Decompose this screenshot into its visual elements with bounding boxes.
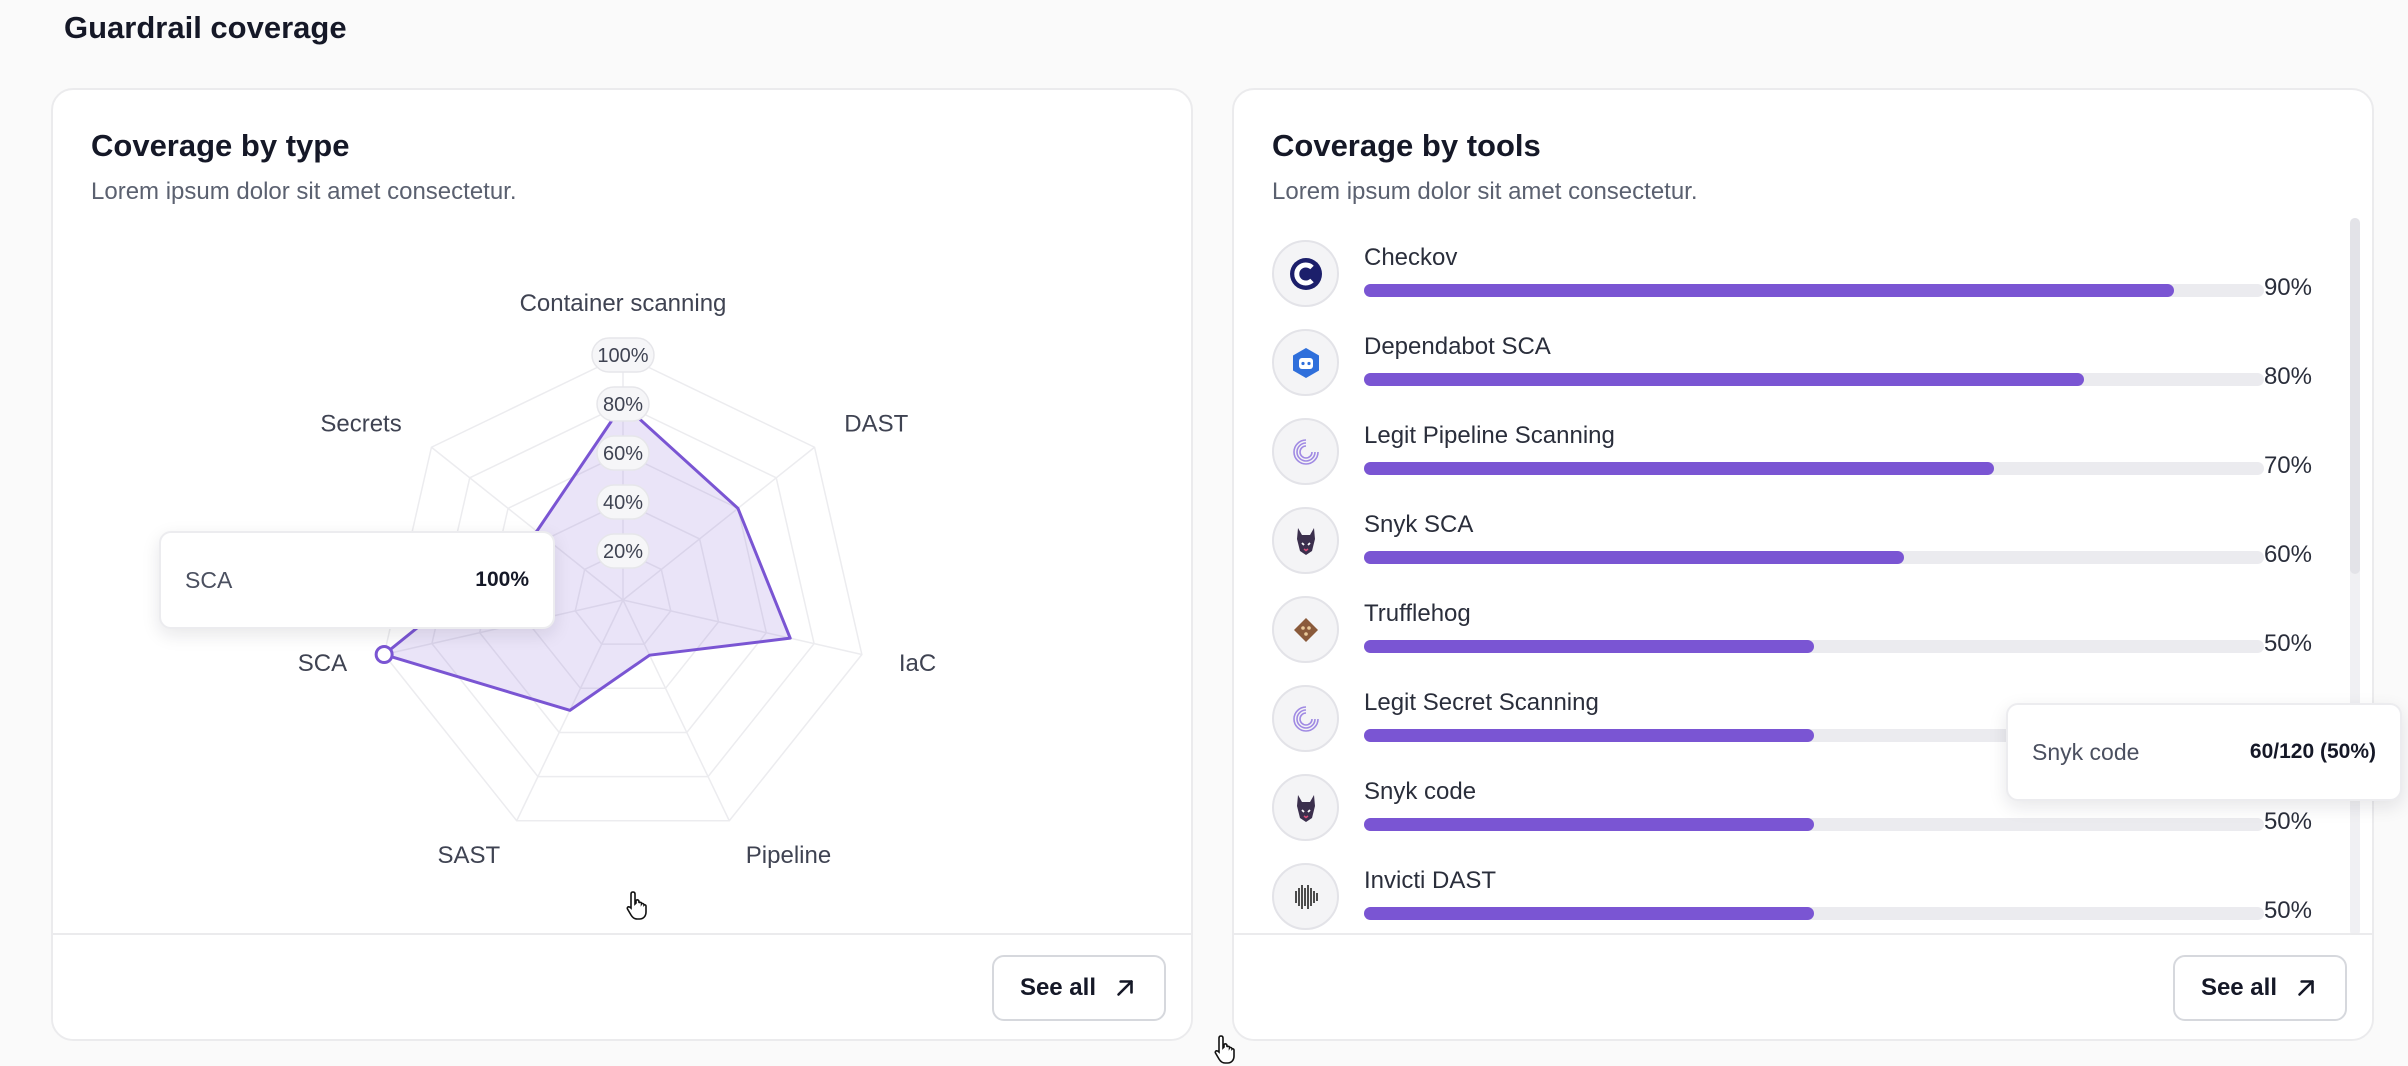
tool-percent: 70%	[2263, 452, 2312, 479]
tool-row[interactable]: Trufflehog 50%	[1272, 596, 2312, 685]
trufflehog-icon	[1272, 596, 1339, 663]
see-all-button[interactable]: See all	[991, 955, 1166, 1021]
radar-axis-label: SCA	[298, 650, 347, 677]
bar-tooltip: Snyk code 60/120 (50%)	[2006, 703, 2402, 801]
coverage-bar-track	[1364, 551, 2264, 564]
snyk-icon	[1272, 507, 1339, 574]
radar-tick-label: 60%	[603, 443, 643, 465]
radar-tick: 20%	[596, 533, 650, 569]
section-title: Guardrail coverage	[64, 10, 347, 45]
see-all-label: See all	[1019, 974, 1096, 1001]
scrollbar[interactable]	[2350, 218, 2360, 936]
tooltip-value: 60/120 (50%)	[2249, 740, 2376, 763]
card-title: Coverage by tools	[1272, 128, 1541, 163]
tool-name: Snyk SCA	[1364, 511, 1474, 538]
coverage-bar-fill[interactable]	[1364, 462, 1994, 475]
card-footer: See all	[53, 933, 1191, 1039]
radar-axis-label: DAST	[844, 411, 908, 438]
tool-percent: 90%	[2263, 274, 2312, 301]
card-footer: See all	[1234, 933, 2372, 1039]
coverage-bar-fill[interactable]	[1364, 284, 2174, 297]
radar-tick: 40%	[596, 484, 650, 520]
radar-tick-label: 20%	[603, 541, 643, 563]
tools-list[interactable]: Checkov 90% Dependabot SCA 80% Legit Pipelin…	[1272, 240, 2312, 930]
tool-row[interactable]: Dependabot SCA 80%	[1272, 329, 2312, 418]
coverage-bar-fill[interactable]	[1364, 373, 2084, 386]
tool-row[interactable]: Legit Pipeline Scanning 70%	[1272, 418, 2312, 507]
coverage-bar-track	[1364, 462, 2264, 475]
radar-point	[374, 645, 394, 665]
arrow-up-right-icon	[2298, 980, 2314, 996]
tooltip-label: Snyk code	[2032, 738, 2140, 765]
coverage-bar-fill[interactable]	[1364, 818, 1814, 831]
radar-tick: 80%	[596, 386, 650, 422]
coverage-bar-track	[1364, 373, 2264, 386]
coverage-bar-fill[interactable]	[1364, 640, 1814, 653]
legit-icon	[1272, 685, 1339, 752]
tool-percent: 50%	[2263, 630, 2312, 657]
radar-tick-label: 40%	[603, 492, 643, 514]
scrollbar-thumb[interactable]	[2350, 218, 2360, 574]
radar-grid-ring	[383, 354, 863, 822]
hand-cursor-icon	[1214, 1035, 1235, 1064]
radar-chart: 20% 40% 60% 80% 100% Container scanning DAST Ia…	[298, 290, 937, 869]
tool-name: Dependabot SCA	[1364, 333, 1551, 360]
radar-tick: 100%	[591, 337, 655, 373]
radar-grid-ring	[574, 550, 672, 645]
radar-grid-spoke	[622, 599, 863, 656]
radar-axis-label: Secrets	[320, 411, 401, 438]
tool-percent: 50%	[2263, 897, 2312, 924]
tool-row[interactable]: Snyk code 50%	[1272, 774, 2312, 863]
tool-percent: 80%	[2263, 363, 2312, 390]
card-title: Coverage by type	[91, 128, 350, 163]
tool-percent: 60%	[2263, 541, 2312, 568]
radar-grid-ring	[478, 452, 768, 734]
tool-name: Snyk code	[1364, 778, 1477, 805]
tool-name: Legit Secret Scanning	[1364, 689, 1599, 716]
tool-row[interactable]: Checkov 90%	[1272, 240, 2312, 329]
coverage-bar-fill[interactable]	[1364, 907, 1814, 920]
tooltip-label: SCA	[185, 566, 233, 593]
radar-tick-label: 80%	[603, 394, 643, 416]
radar-axis-label: IaC	[899, 650, 936, 677]
tool-name: Checkov	[1364, 244, 1458, 271]
radar-grid-spoke	[622, 599, 730, 822]
coverage-bar-track	[1364, 640, 2264, 653]
card-subtitle: Lorem ipsum dolor sit amet consectetur.	[1272, 178, 1698, 205]
snyk-icon	[1272, 774, 1339, 841]
hand-cursor-icon	[626, 891, 647, 920]
legit-icon	[1272, 418, 1339, 485]
coverage-bar-track	[1364, 284, 2264, 297]
radar-tick-label: 100%	[597, 345, 648, 367]
coverage-bar-track	[1364, 818, 2264, 831]
tool-row[interactable]: Invicti DAST 50%	[1272, 863, 2312, 930]
tool-name: Trufflehog	[1364, 600, 1471, 627]
card-subtitle: Lorem ipsum dolor sit amet consectetur.	[91, 178, 517, 205]
coverage-by-tools-card: Coverage by tools Lorem ipsum dolor sit …	[1232, 88, 2374, 1041]
coverage-bar-track	[1364, 907, 2264, 920]
see-all-button[interactable]: See all	[2172, 955, 2347, 1021]
radar-grid-spoke	[622, 446, 816, 601]
radar-axis-label: Container scanning	[520, 290, 727, 317]
see-all-label: See all	[2200, 974, 2277, 1001]
tool-name: Invicti DAST	[1364, 867, 1497, 894]
arrow-up-right-icon	[1117, 980, 1133, 996]
tooltip-value: 100%	[475, 568, 529, 591]
radar-tick: 60%	[596, 435, 650, 471]
checkov-icon	[1272, 240, 1339, 307]
radar-grid-spoke	[430, 446, 624, 601]
dependabot-icon	[1272, 329, 1339, 396]
invicti-icon	[1272, 863, 1339, 930]
tool-name: Legit Pipeline Scanning	[1364, 422, 1615, 449]
radar-axis-label: SAST	[438, 842, 501, 869]
chart-tooltip: SCA 100%	[159, 531, 555, 629]
coverage-bar-fill[interactable]	[1364, 551, 1904, 564]
coverage-bar-fill[interactable]	[1364, 729, 1814, 742]
radar-axis-label: Pipeline	[746, 842, 831, 869]
radar-grid-ring	[431, 403, 815, 778]
tool-row[interactable]: Snyk SCA 60%	[1272, 507, 2312, 596]
tool-percent: 50%	[2263, 808, 2312, 835]
